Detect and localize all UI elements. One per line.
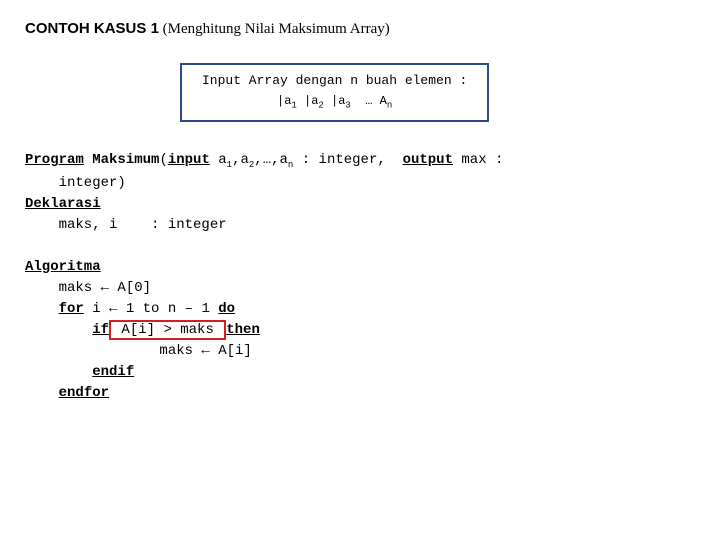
input-array-box: Input Array dengan n buah elemen : |a1 |… bbox=[180, 63, 489, 122]
alg-l4: maks ← A[i] bbox=[25, 343, 252, 359]
alg-l1: maks ← A[0] bbox=[25, 280, 151, 296]
line-integer: integer) bbox=[25, 175, 126, 191]
kw-deklarasi: Deklarasi bbox=[25, 196, 101, 212]
kw-endfor: endfor bbox=[59, 385, 109, 401]
kw-algoritma: Algoritma bbox=[25, 259, 101, 275]
title-rest: (Menghitung Nilai Maksimum Array) bbox=[159, 21, 390, 37]
kw-if: if bbox=[92, 322, 109, 338]
condition-highlight: A[i] > maks bbox=[109, 320, 226, 340]
kw-do: do bbox=[218, 301, 235, 317]
kw-input: input bbox=[168, 152, 210, 168]
page-title: CONTOH KASUS 1 (Menghitung Nilai Maksimu… bbox=[25, 20, 695, 38]
prog-name: Maksimum bbox=[92, 152, 159, 168]
kw-then: then bbox=[226, 322, 260, 338]
kw-for: for bbox=[59, 301, 84, 317]
title-bold: CONTOH KASUS 1 bbox=[25, 20, 159, 37]
kw-endif: endif bbox=[92, 364, 134, 380]
decl-line: maks, i : integer bbox=[25, 217, 227, 233]
kw-program: Program bbox=[25, 152, 84, 168]
inputbox-line2: |a1 |a2 |a3 … An bbox=[202, 94, 467, 110]
kw-output: output bbox=[403, 152, 453, 168]
code-block: Program Maksimum(input a1,a2,…,an : inte… bbox=[25, 150, 695, 403]
inputbox-line1: Input Array dengan n buah elemen : bbox=[202, 73, 467, 88]
